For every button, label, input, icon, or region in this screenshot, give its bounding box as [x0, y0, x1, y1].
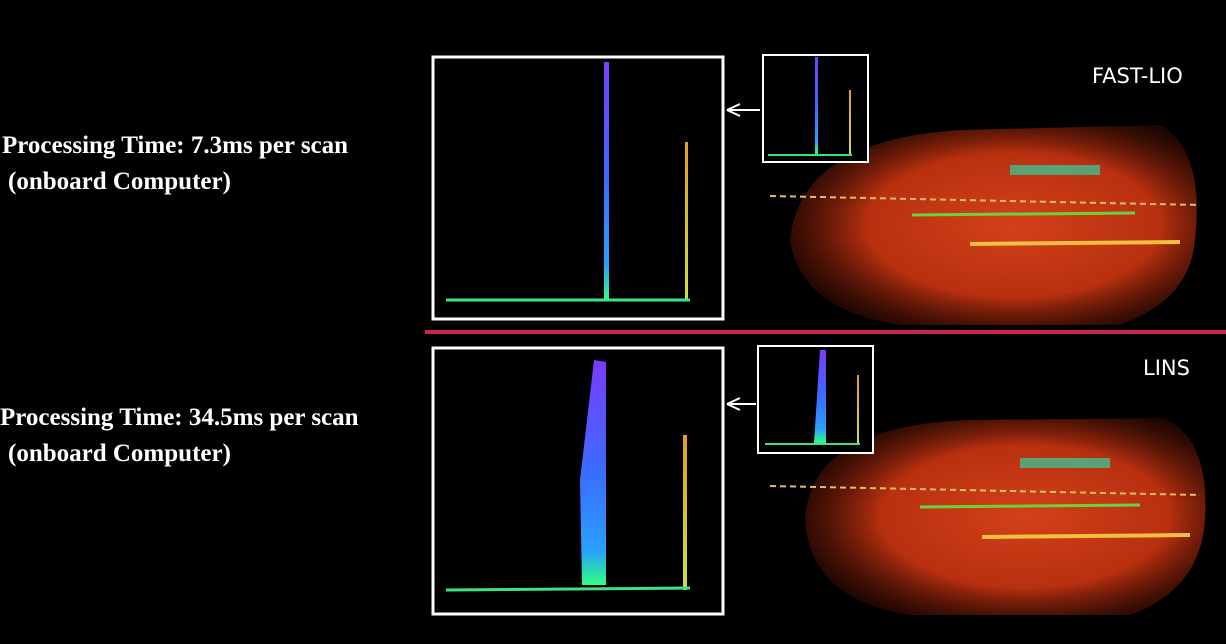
structure — [1020, 458, 1110, 468]
platform: (onboard Computer) — [8, 440, 231, 467]
trajectory — [911, 211, 1136, 217]
pole — [683, 435, 687, 590]
pole — [814, 350, 826, 443]
scan-edge — [769, 195, 1201, 206]
processing-time: Processing Time: 34.5ms per scan — [0, 404, 359, 431]
bottom-panel: Processing Time: 34.5ms per scan (onboar… — [0, 345, 1206, 616]
inset-box — [757, 345, 874, 454]
scan-edge — [769, 485, 1201, 496]
structure — [1010, 165, 1100, 175]
pole — [815, 57, 818, 155]
wall — [969, 240, 1181, 246]
pole — [849, 90, 851, 155]
wall — [981, 533, 1191, 539]
zoom-box — [431, 346, 725, 616]
method-label: LINS — [1143, 356, 1190, 380]
processing-time: Processing Time: 7.3ms per scan — [2, 132, 348, 159]
arrow-head — [726, 397, 741, 411]
top-panel: Processing Time: 7.3ms per scan (onboard… — [2, 54, 1201, 325]
pole — [604, 62, 609, 300]
trajectory — [919, 503, 1141, 509]
ground — [445, 586, 691, 592]
zoom-box — [431, 55, 725, 321]
pole — [580, 360, 606, 585]
pole — [857, 375, 859, 443]
arrow-head — [726, 103, 741, 117]
method-label: FAST-LIO — [1092, 64, 1183, 88]
platform: (onboard Computer) — [8, 168, 231, 195]
pole — [685, 142, 688, 300]
